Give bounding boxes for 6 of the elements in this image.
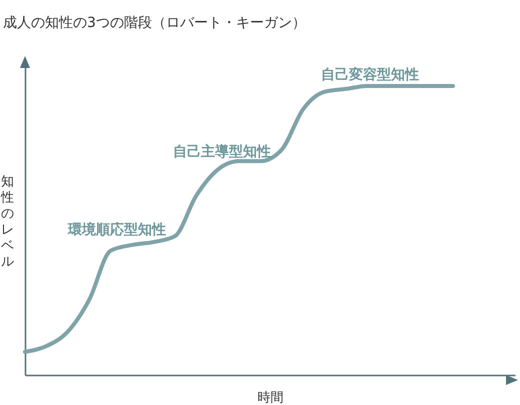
y-axis-title: 知性のレベル: [0, 174, 14, 270]
x-axis-title: 時間: [258, 390, 284, 405]
annotation: 自己主導型知性: [173, 143, 271, 160]
chart-title: 成人の知性の3つの階段（ロバート・キーガン）: [3, 15, 306, 31]
annotation: 環境順応型知性: [67, 221, 166, 238]
text: 自己変容型知性: [321, 66, 419, 83]
